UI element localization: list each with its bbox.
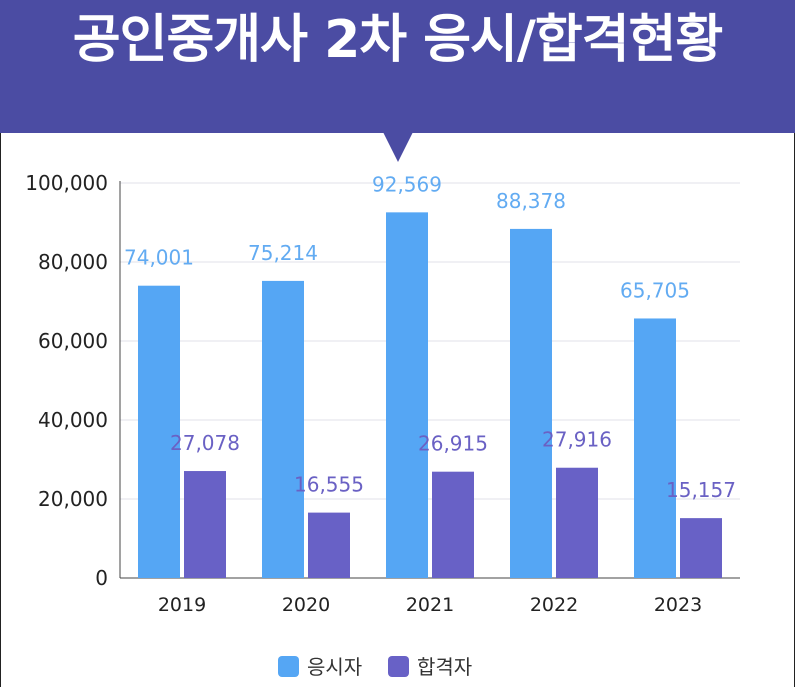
data-label: 27,916 <box>542 428 612 452</box>
bar-passers <box>556 467 598 578</box>
x-tick-label: 2022 <box>530 594 578 616</box>
data-label: 92,569 <box>372 172 442 196</box>
y-tick-label: 60,000 <box>38 329 108 353</box>
frame-left-border <box>0 133 1 687</box>
bar-applicants <box>634 318 676 578</box>
bar-passers <box>308 512 350 578</box>
bar-applicants <box>386 212 428 578</box>
legend-label: 응시자 <box>307 655 362 679</box>
data-label: 15,157 <box>666 478 736 502</box>
data-label: 88,378 <box>496 189 566 213</box>
page-title: 공인중개사 2차 응시/합격현황 <box>72 10 723 70</box>
data-label: 74,001 <box>124 246 194 270</box>
bar-applicants <box>262 280 304 578</box>
data-label: 75,214 <box>248 241 318 265</box>
legend-swatch <box>278 656 299 677</box>
y-tick-label: 40,000 <box>38 408 108 432</box>
title-banner <box>0 0 795 133</box>
bar-applicants <box>510 228 552 578</box>
x-tick-label: 2023 <box>654 594 702 616</box>
y-tick-label: 0 <box>95 566 108 590</box>
legend-swatch <box>388 656 409 677</box>
x-tick-label: 2021 <box>406 594 454 616</box>
y-tick-label: 100,000 <box>25 171 108 195</box>
data-label: 16,555 <box>294 473 364 497</box>
data-label: 65,705 <box>620 278 690 302</box>
bar-passers <box>680 518 722 578</box>
bar-passers <box>184 471 226 578</box>
data-label: 26,915 <box>418 432 488 456</box>
legend-label: 합격자 <box>417 655 472 679</box>
x-tick-label: 2020 <box>282 594 330 616</box>
y-tick-label: 20,000 <box>38 487 108 511</box>
bar-passers <box>432 471 474 578</box>
title-pointer <box>383 132 413 162</box>
y-tick-label: 80,000 <box>38 250 108 274</box>
bar-applicants <box>138 285 180 578</box>
x-tick-label: 2019 <box>158 594 206 616</box>
data-label: 27,078 <box>170 431 240 455</box>
